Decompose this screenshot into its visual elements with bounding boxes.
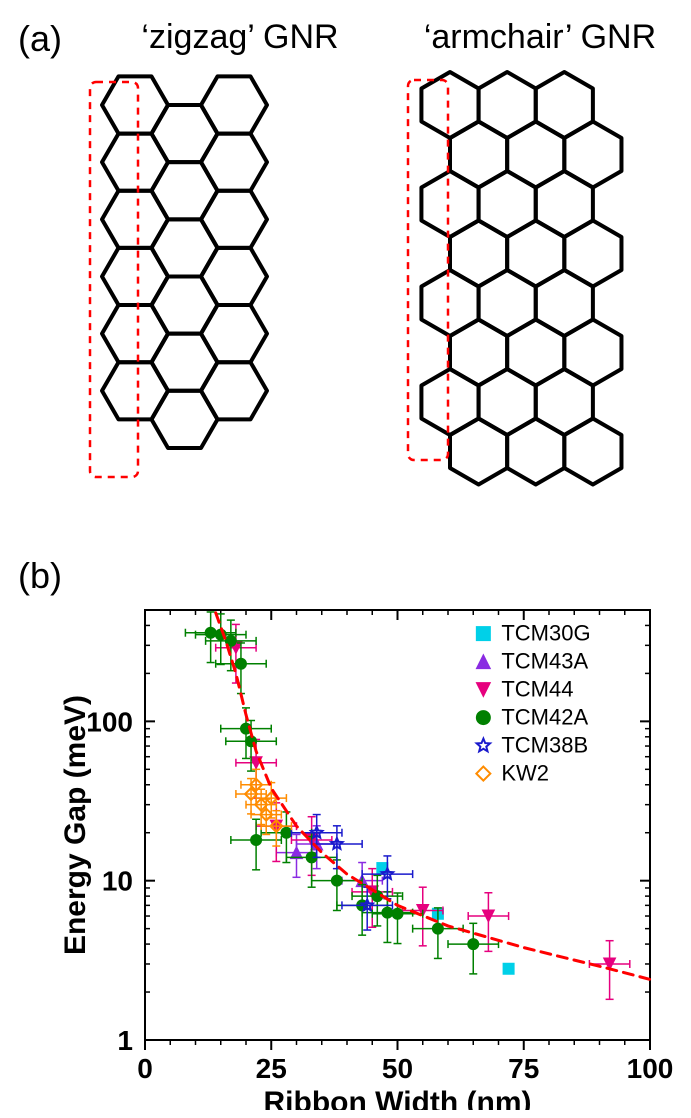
svg-text:100: 100 [627,1053,674,1084]
legend-item-KW2: KW2 [501,761,549,786]
x-axis-label: Ribbon Width (nm) [264,1086,532,1110]
legend-item-TCM30G: TCM30G [501,621,590,646]
armchair-title: ‘armchair’ GNR [400,18,680,57]
svg-text:10: 10 [102,866,133,897]
svg-text:100: 100 [86,706,133,737]
armchair-highlight-box [408,80,448,460]
zigzag-title: ‘zigzag’ GNR [110,18,370,57]
panel-a-label: (a) [18,18,62,60]
figure-root: (a) ‘zigzag’ GNR ‘armchair’ GNR (b) 0 25 5… [0,0,691,1118]
armchair-lattice [400,60,680,520]
svg-text:1: 1 [117,1025,133,1056]
svg-text:25: 25 [256,1053,287,1084]
legend-item-TCM44: TCM44 [501,677,573,702]
legend-item-TCM38B: TCM38B [501,733,588,758]
svg-text:50: 50 [382,1053,413,1084]
y-axis-label: Energy Gap (meV) [60,695,92,955]
zigzag-lattice [80,60,360,520]
armchair-hexagons [421,72,621,485]
legend-item-TCM42A: TCM42A [501,705,588,730]
legend-item-TCM43A: TCM43A [501,649,588,674]
energy-gap-chart: 0255075100110100Energy Gap (meV)Ribbon W… [60,600,680,1110]
zigzag-hexagons [102,76,267,448]
svg-text:75: 75 [508,1053,539,1084]
panel-b-label: (b) [18,555,62,597]
svg-text:0: 0 [137,1053,153,1084]
